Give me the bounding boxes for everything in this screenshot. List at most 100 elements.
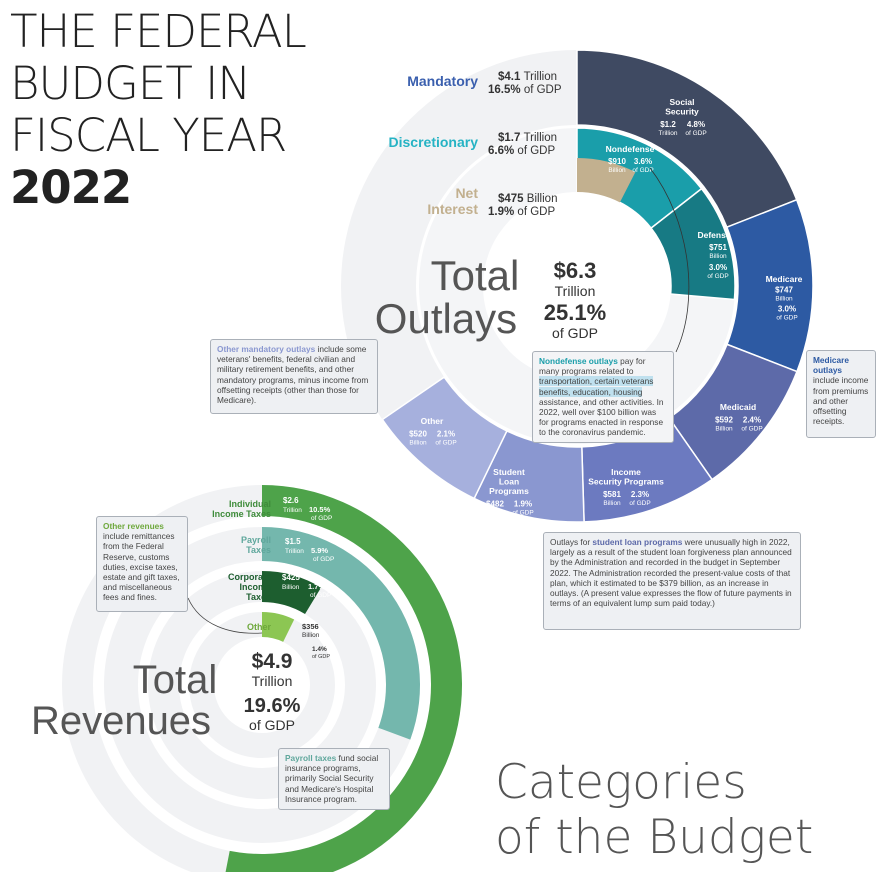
outlays-center-pct: 25.1%: [544, 300, 606, 325]
outlays-unit-nondefense: Billion: [608, 167, 626, 174]
outlays-amount-social-security: $1.2: [660, 120, 676, 129]
outlays-group-net-2: Interest: [427, 201, 478, 217]
outlays-unit-student-loan-programs: Billion: [486, 510, 504, 517]
outlays-pctlbl-other: of GDP: [435, 440, 456, 447]
revenues-label-individual-income-taxes: Individual: [229, 499, 271, 509]
revenues-pct-other: 1.4%: [312, 646, 327, 653]
note-medicare-head: Medicare outlays: [813, 355, 849, 376]
outlays-center-amount: $6.3: [554, 258, 597, 283]
note-payroll-head: Payroll taxes: [285, 753, 337, 763]
categories-line-1: Categories: [495, 755, 747, 810]
note-student-loan-text: were unusually high in 2022, largely as …: [550, 537, 792, 609]
revenues-label-corporate-income-taxes: Taxes: [246, 592, 271, 602]
revenues-amount-other: $356: [302, 622, 319, 631]
revenues-pctlbl-other: of GDP: [312, 654, 330, 660]
outlays-label-social-security: Social: [669, 97, 694, 107]
outlays-amount-nondefense: $910: [608, 157, 626, 166]
revenues-segment-other: [262, 612, 295, 642]
outlays-label-income-security-programs: Security Programs: [588, 477, 664, 487]
note-student-loan-prefix: Outlays for: [550, 537, 593, 547]
note-student-loan: Outlays for student loan programs were u…: [543, 532, 801, 630]
note-student-loan-head: student loan programs: [592, 537, 683, 547]
outlays-label-medicaid: Medicaid: [720, 402, 756, 412]
revenues-pctlbl-payroll-taxes: of GDP: [313, 556, 334, 563]
revenues-pctlbl-corporate-income-taxes: of GDP: [310, 592, 331, 599]
title-line-3: FISCAL YEAR: [10, 109, 287, 162]
revenues-unit-individual-income-taxes: Trillion: [283, 507, 302, 514]
outlays-pctlbl-defense: of GDP: [707, 273, 728, 280]
revenues-center-pctlbl: of GDP: [249, 717, 295, 733]
note-nondefense: Nondefense outlays pay for many programs…: [532, 351, 674, 443]
revenues-center-pct: 19.6%: [244, 695, 301, 717]
outlays-pctlbl-student-loan-programs: of GDP: [512, 510, 533, 517]
outlays-amount-medicaid: $592: [715, 416, 733, 425]
outlays-segment-net-interest: [577, 158, 636, 203]
revenues-label-corporate-income-taxes: Income: [239, 582, 271, 592]
outlays-group-mandatory: Mandatory: [407, 73, 478, 89]
note-nondefense-text2: assistance, and other activities. In 202…: [539, 396, 664, 438]
revenues-center-amount: $4.9: [252, 650, 293, 673]
outlays-pctlbl-medicare: of GDP: [776, 315, 797, 322]
note-nondefense-text1: pay for many programs related to: [539, 356, 646, 377]
note-payroll: Payroll taxes fund social insurance prog…: [278, 748, 390, 810]
outlays-label-medicare: Medicare: [766, 274, 803, 284]
outlays-amount-defense: $751: [709, 243, 727, 252]
revenues-amount-individual-income-taxes: $2.6: [283, 496, 299, 505]
revenues-label-individual-income-taxes: Income Taxes: [212, 509, 271, 519]
outlays-pctlbl-medicaid: of GDP: [741, 426, 762, 433]
outlays-group-pct-net: 1.9% of GDP: [488, 206, 555, 218]
outlays-pct-defense: 3.0%: [709, 263, 727, 272]
outlays-group-amount-discretionary: $1.7 Trillion: [498, 132, 557, 144]
outlays-pct-student-loan-programs: 1.9%: [514, 500, 532, 509]
outlays-pct-income-security-programs: 2.3%: [631, 490, 649, 499]
outlays-amount-student-loan-programs: $482: [486, 500, 504, 509]
outlays-group-amount-mandatory: $4.1 Trillion: [498, 71, 557, 83]
revenues-unit-payroll-taxes: Trillion: [285, 548, 304, 555]
outlays-group-discretionary: Discretionary: [389, 134, 479, 150]
revenues-amount-corporate-income-taxes: $425: [282, 573, 300, 582]
note-other-mandatory: Other mandatory outlays include some vet…: [210, 339, 378, 414]
revenues-center-unit: Trillion: [252, 673, 293, 689]
revenues-pct-individual-income-taxes: 10.5%: [309, 505, 331, 514]
revenues-label-other: Other: [247, 622, 272, 632]
note-nondefense-head: Nondefense outlays: [539, 356, 618, 366]
note-other-revenues-text: include remittances from the Federal Res…: [103, 531, 180, 603]
revenues-bg-center: [214, 637, 310, 733]
outlays-unit-social-security: Trillion: [659, 130, 678, 137]
categories-title: Categories of the Budget: [495, 755, 813, 865]
revenues-unit-other: Billion: [302, 632, 320, 639]
outlays-center-pctlbl: of GDP: [552, 325, 598, 341]
outlays-group-pct-mandatory: 16.5% of GDP: [488, 84, 562, 96]
outlays-center-l2: Outlays: [375, 295, 517, 342]
outlays-unit-medicare: Billion: [775, 296, 793, 303]
outlays-pct-medicaid: 2.4%: [743, 416, 761, 425]
outlays-label-defense: Defense: [697, 230, 730, 240]
revenues-segment-corporate-income-taxes: [262, 571, 322, 615]
page-title: THE FEDERAL BUDGET IN FISCAL YEAR 2022: [10, 5, 307, 214]
outlays-pctlbl-nondefense: of GDP: [632, 167, 653, 174]
outlays-unit-other: Billion: [409, 440, 427, 447]
outlays-center-unit: Trillion: [555, 283, 596, 299]
other-revenues-connector: [187, 597, 263, 634]
outlays-group-amount-net: $475 Billion: [498, 193, 557, 205]
outlays-pct-nondefense: 3.6%: [634, 157, 652, 166]
outlays-pct-other: 2.1%: [437, 430, 455, 439]
revenues-label-payroll-taxes: Payroll: [241, 535, 271, 545]
outlays-group-pct-discretionary: 6.6% of GDP: [488, 145, 555, 157]
categories-line-2: of the Budget: [495, 810, 814, 865]
title-line-1: THE FEDERAL: [10, 5, 307, 58]
outlays-label-student-loan-programs: Programs: [489, 486, 529, 496]
revenues-center-l1: Total: [133, 658, 218, 702]
revenues-center-l2: Revenues: [31, 699, 211, 743]
revenues-unit-corporate-income-taxes: Billion: [282, 584, 300, 591]
outlays-unit-income-security-programs: Billion: [603, 500, 621, 507]
outlays-segment-medicare: [725, 198, 814, 373]
outlays-segment-defense: [650, 187, 736, 301]
note-payroll-text: fund social insurance programs, primaril…: [285, 753, 379, 804]
revenues-pct-corporate-income-taxes: 1.7%: [308, 582, 325, 591]
note-medicare: Medicare outlays include income from pre…: [806, 350, 876, 438]
outlays-label-income-security-programs: Income: [611, 467, 641, 477]
outlays-label-social-security: Security: [665, 107, 699, 117]
